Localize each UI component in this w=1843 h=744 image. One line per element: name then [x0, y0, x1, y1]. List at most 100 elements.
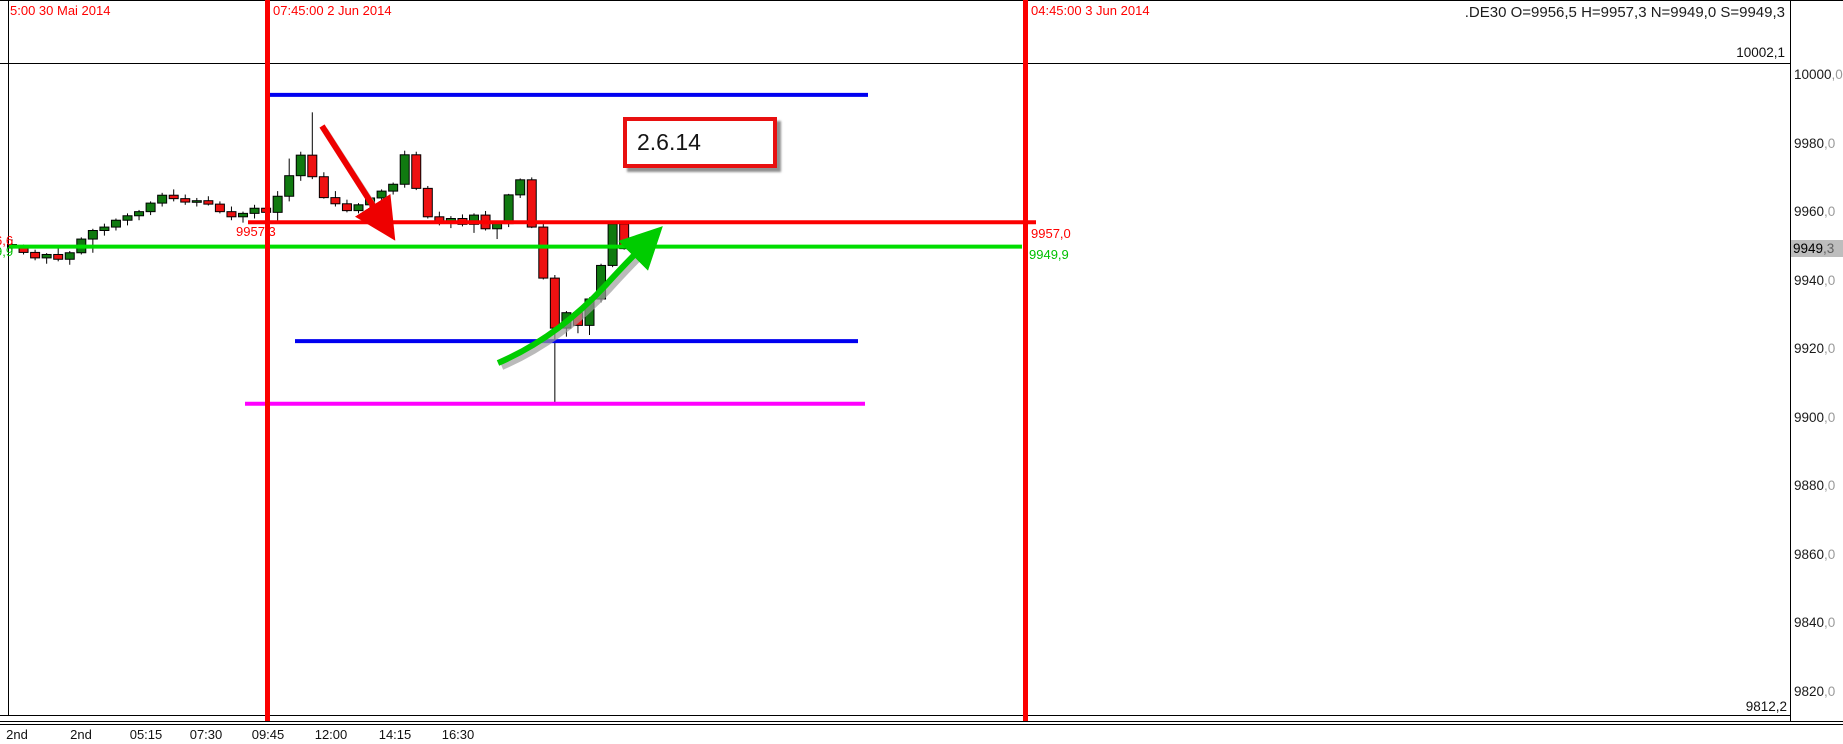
candle-body-up — [295, 154, 306, 177]
candle-body-down — [307, 154, 318, 178]
candle — [503, 193, 514, 228]
candle-body-down — [434, 216, 445, 222]
candle-body-up — [238, 212, 248, 218]
candle-body-up — [503, 194, 514, 225]
header-divider — [0, 63, 1790, 64]
candle — [76, 237, 87, 255]
candle — [157, 192, 168, 207]
price-tick-label: 9820,0 — [1794, 683, 1836, 699]
time-tick-label: 07:30 — [189, 727, 223, 742]
candle — [399, 150, 410, 188]
up-trend-arrow[interactable] — [496, 226, 663, 366]
candle — [330, 191, 341, 207]
candle-body-down — [318, 176, 329, 199]
price-axis-line — [1790, 0, 1791, 722]
candle — [376, 189, 387, 202]
candle — [607, 221, 618, 268]
price-tick-label: 9860,0 — [1794, 546, 1836, 562]
candle — [353, 203, 364, 214]
candle-body-up — [64, 252, 75, 260]
candle — [41, 253, 52, 264]
header-timestamp-vline2: 04:45:00 3 Jun 2014 — [1031, 3, 1150, 18]
price-tick-label: 9840,0 — [1794, 615, 1836, 630]
candle-body-up — [607, 223, 618, 266]
candle — [110, 218, 121, 231]
price-tick-label: 9880,0 — [1794, 478, 1836, 493]
candle-body-up — [388, 183, 399, 192]
candle — [307, 112, 318, 180]
candle — [168, 189, 179, 202]
candle — [64, 251, 75, 265]
time-tick-label: 05:15 — [129, 727, 163, 742]
candle — [434, 211, 445, 226]
candle — [549, 275, 560, 404]
candle — [226, 206, 237, 221]
candle — [18, 244, 29, 255]
time-axis-separator-1 — [0, 721, 1843, 722]
candle — [214, 201, 225, 214]
candle — [145, 201, 156, 216]
candle-body-up — [492, 223, 503, 230]
time-tick-label: 16:30 — [441, 727, 475, 742]
scale-max-label: 10002,1 — [1736, 45, 1785, 60]
date-annotation-box[interactable]: 2.6.14 — [623, 117, 777, 168]
candle-body-up — [134, 211, 145, 217]
candle — [134, 209, 145, 221]
candle — [561, 310, 572, 337]
trend-arrows-layer — [319, 124, 663, 370]
current-price-int: 9949 — [1793, 241, 1824, 256]
candle-body-up — [41, 253, 52, 259]
candle-body-down — [168, 194, 179, 200]
candle-body-up — [515, 179, 526, 196]
candle-body-up — [249, 207, 260, 214]
candle-body-down — [330, 197, 341, 205]
candle — [457, 214, 468, 227]
candle-body-up — [87, 229, 98, 240]
candle — [388, 182, 399, 195]
candle — [445, 216, 456, 229]
candle — [469, 213, 479, 233]
candle-body-up — [191, 200, 202, 203]
candle — [411, 151, 422, 191]
candle-body-up — [76, 238, 87, 254]
candle-body-down — [457, 218, 468, 225]
candle-body-up — [284, 175, 295, 197]
candle — [53, 248, 64, 262]
candle-body-down — [526, 179, 537, 228]
candle — [480, 210, 491, 231]
candle — [238, 211, 248, 223]
current-price-tag: 9949,3 — [1791, 240, 1843, 257]
price-tick-label: 9980,0 — [1794, 135, 1836, 151]
candle-body-up — [145, 202, 156, 213]
price-tick-label: 9920,0 — [1794, 341, 1836, 356]
candle-body-down — [480, 214, 491, 230]
time-tick-label: 12:00 — [314, 727, 348, 742]
candlestick-series — [7, 112, 630, 404]
candle — [180, 194, 191, 205]
session-vline-2-jun[interactable] — [265, 0, 270, 721]
price-tick-label: 9900,0 — [1794, 409, 1836, 425]
time-tick-label: 14:15 — [378, 727, 412, 742]
candle-body-up — [584, 298, 595, 326]
candle — [249, 204, 260, 219]
candle-body-down — [30, 251, 41, 259]
candle-body-up — [157, 194, 168, 204]
candle-body-down — [214, 203, 225, 213]
candle-body-up — [365, 197, 376, 206]
horizontal-lines-layer — [8, 92, 1036, 406]
red-line-label-right: 9957,0 — [1031, 226, 1071, 241]
candle-body-up — [561, 312, 572, 329]
down-trend-arrow[interactable] — [319, 124, 396, 241]
candle-body-up — [353, 204, 364, 212]
candle — [30, 249, 41, 261]
plot-bottom-border — [0, 715, 1790, 716]
candle — [492, 221, 503, 240]
time-tick-label: 2nd — [6, 727, 28, 742]
time-axis-separator-2 — [0, 724, 1843, 725]
candle — [619, 221, 630, 250]
candle-body-down — [411, 154, 422, 189]
session-vline-3-jun[interactable] — [1023, 0, 1028, 721]
candle-body-down — [18, 247, 29, 253]
candle-body-down — [619, 223, 630, 250]
